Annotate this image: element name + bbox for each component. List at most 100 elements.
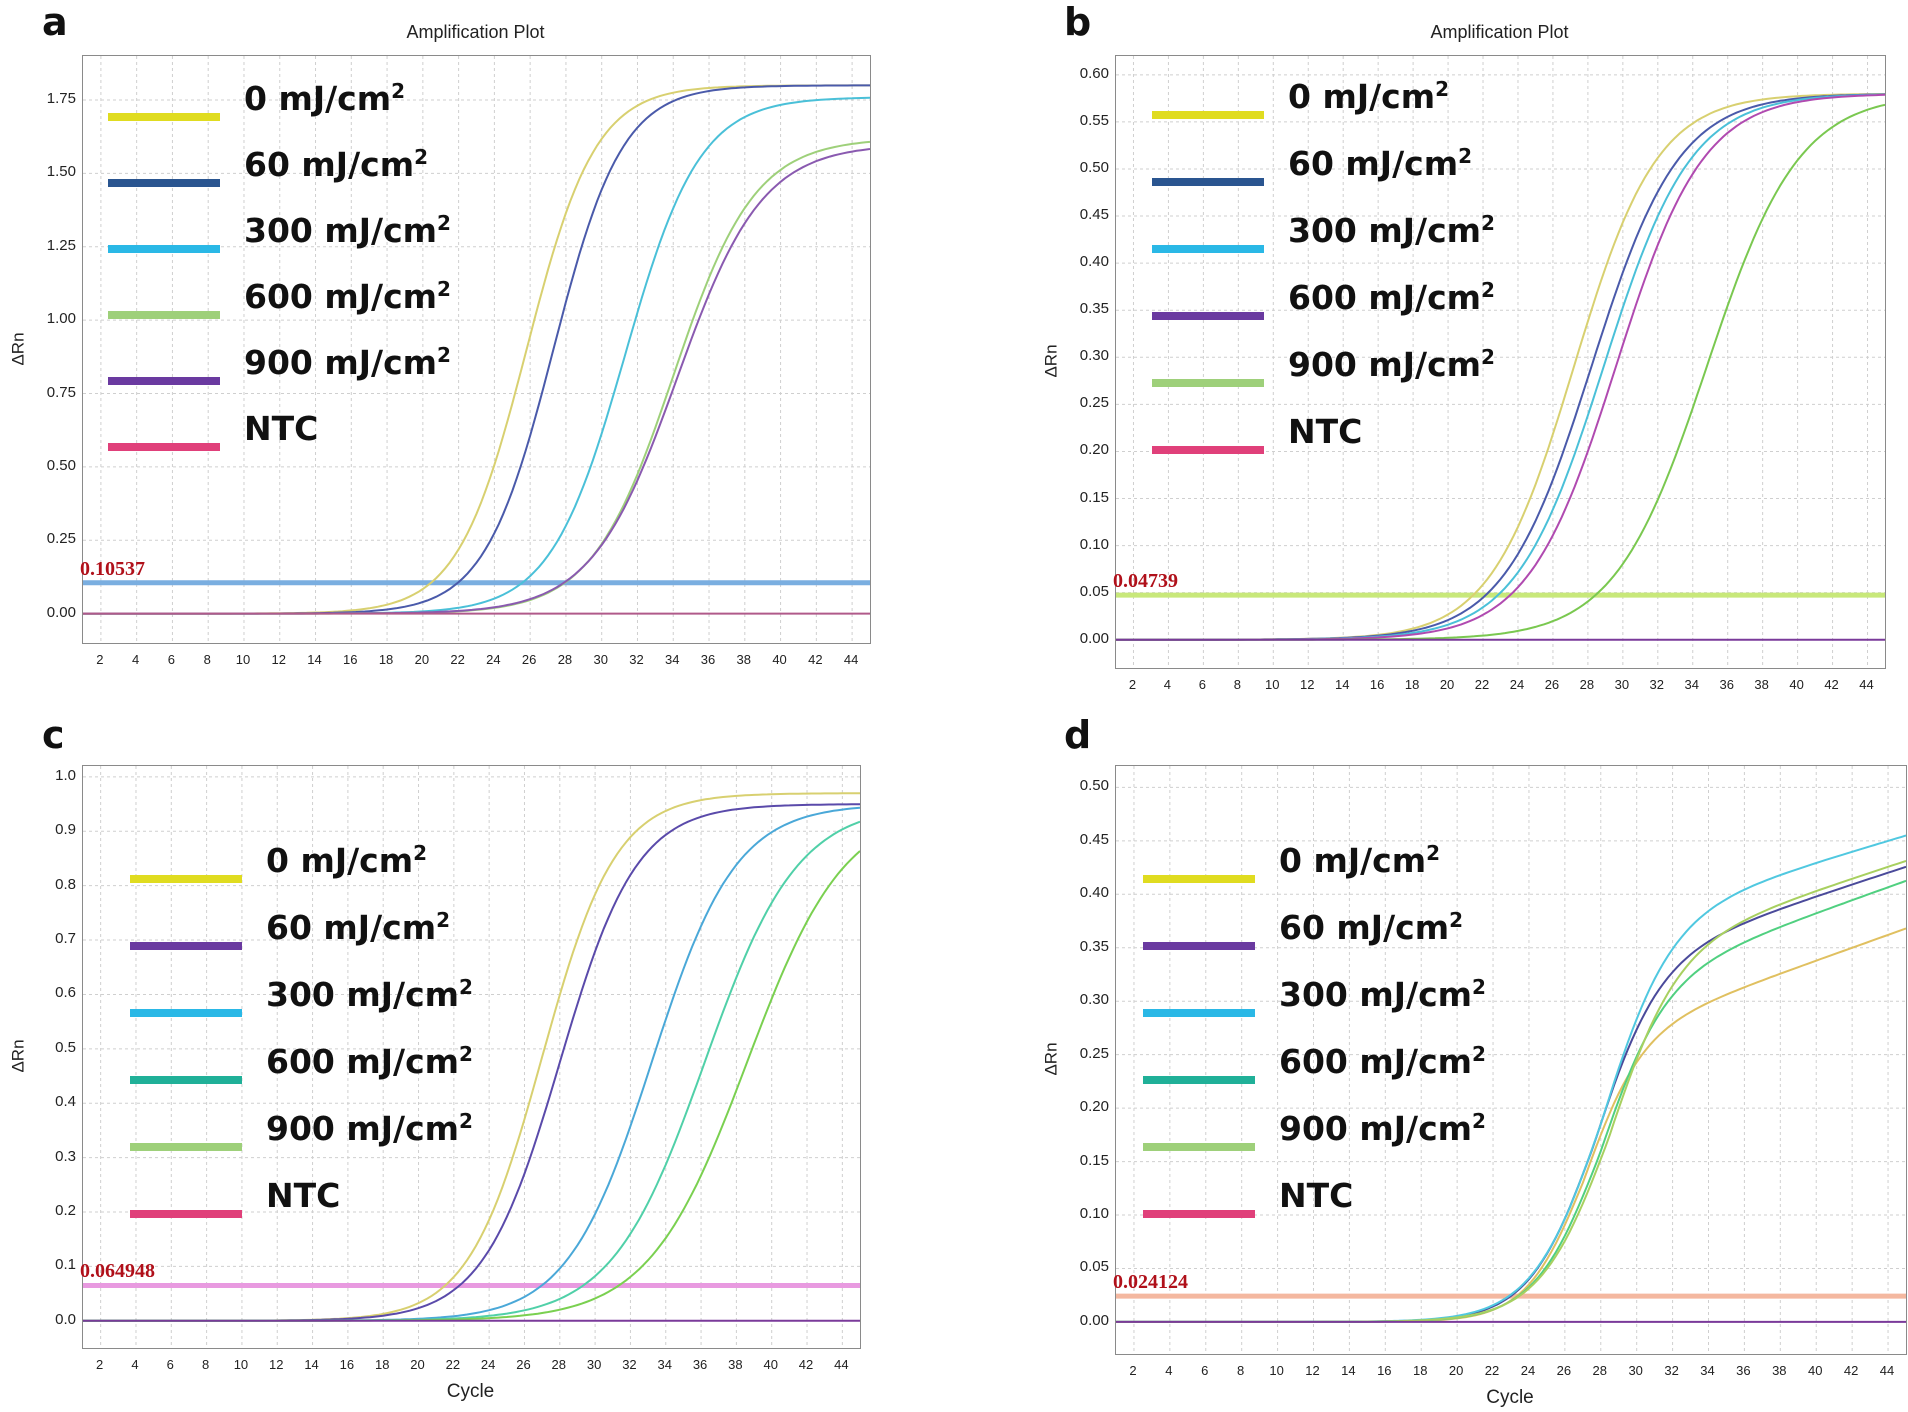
x-tick-label: 44 bbox=[1859, 677, 1874, 692]
legend-item: 900 mJ/cm2 bbox=[1152, 341, 1495, 387]
y-tick-label: 0.45 bbox=[1079, 830, 1109, 848]
x-tick-label: 10 bbox=[235, 652, 251, 667]
x-tick-label: 32 bbox=[1649, 677, 1665, 692]
x-tick-label: 24 bbox=[486, 652, 501, 667]
y-tick-label: 1.0 bbox=[55, 766, 76, 784]
y-tick-label: 1.00 bbox=[46, 310, 76, 328]
legend-label-sup: 2 bbox=[1472, 1108, 1486, 1133]
x-tick-label: 2 bbox=[1128, 677, 1137, 692]
x-tick-label: 2 bbox=[1129, 1363, 1137, 1378]
legend-swatch bbox=[108, 245, 220, 253]
legend-label-text: 300 mJ/cm bbox=[1279, 974, 1473, 1014]
y-tick-label: 0.00 bbox=[1079, 629, 1109, 647]
x-tick-label: 36 bbox=[1736, 1363, 1751, 1378]
legend-label: 600 mJ/cm2 bbox=[1288, 278, 1495, 317]
y-tick-label: 0.50 bbox=[1079, 777, 1109, 795]
x-tick-label: 32 bbox=[1664, 1363, 1679, 1378]
y-tick-label: 0.45 bbox=[1079, 206, 1109, 224]
x-tick-label: 40 bbox=[1789, 677, 1804, 692]
x-tick-label: 8 bbox=[201, 1357, 210, 1372]
legend-label-text: NTC bbox=[266, 1175, 341, 1215]
legend-item: 300 mJ/cm2 bbox=[130, 971, 473, 1017]
x-tick-label: 24 bbox=[1509, 677, 1525, 692]
legend-label-sup: 2 bbox=[437, 276, 451, 301]
legend-swatch bbox=[130, 1009, 242, 1017]
x-tick-label: 38 bbox=[1772, 1363, 1787, 1378]
y-tick-label: 0.50 bbox=[1079, 158, 1109, 176]
x-tick-label: 22 bbox=[1474, 677, 1490, 692]
y-tick-label: 0.35 bbox=[1079, 300, 1109, 318]
y-tick-label: 0.7 bbox=[55, 930, 76, 948]
legend-label-text: 900 mJ/cm bbox=[1279, 1108, 1473, 1148]
legend-label-text: 600 mJ/cm bbox=[1279, 1041, 1473, 1081]
x-tick-label: 32 bbox=[629, 652, 644, 667]
legend-label-text: 60 mJ/cm bbox=[1279, 907, 1450, 947]
x-tick-label: 30 bbox=[593, 652, 608, 667]
x-tick-label: 20 bbox=[410, 1357, 425, 1372]
legend-label: 60 mJ/cm2 bbox=[1288, 144, 1472, 183]
legend-item: 0 mJ/cm2 bbox=[1143, 837, 1440, 883]
x-tick-label: 18 bbox=[1404, 677, 1420, 692]
y-tick-label: 0.10 bbox=[1079, 535, 1109, 553]
legend-label-text: 300 mJ/cm bbox=[1288, 210, 1482, 250]
x-tick-label: 10 bbox=[1269, 1363, 1284, 1378]
x-tick-label: 36 bbox=[700, 652, 716, 667]
legend-label-sup: 2 bbox=[1481, 277, 1495, 302]
x-tick-label: 42 bbox=[808, 652, 823, 667]
legend-swatch bbox=[1152, 245, 1264, 253]
x-tick-label: 4 bbox=[132, 652, 140, 667]
threshold-label: 0.04739 bbox=[1113, 570, 1178, 593]
x-tick-label: 14 bbox=[304, 1357, 319, 1372]
legend-label: 300 mJ/cm2 bbox=[266, 975, 473, 1014]
y-tick-label: 0.25 bbox=[46, 530, 76, 548]
x-tick-label: 10 bbox=[233, 1357, 249, 1372]
x-tick-label: 14 bbox=[1341, 1363, 1356, 1378]
legend-label: 900 mJ/cm2 bbox=[244, 343, 451, 382]
x-tick-label: 44 bbox=[843, 652, 859, 667]
legend-label-text: 900 mJ/cm bbox=[244, 342, 438, 382]
legend-label: 300 mJ/cm2 bbox=[244, 211, 451, 250]
x-tick-label: 22 bbox=[450, 652, 465, 667]
threshold-label: 0.10537 bbox=[80, 557, 145, 580]
x-tick-label: 40 bbox=[772, 652, 787, 667]
x-tick-label: 16 bbox=[1377, 1363, 1392, 1378]
x-axis-label: Cycle bbox=[1486, 1387, 1534, 1408]
x-tick-label: 28 bbox=[557, 652, 573, 667]
legend-item: 300 mJ/cm2 bbox=[108, 207, 451, 253]
legend-label-text: 300 mJ/cm bbox=[244, 210, 438, 250]
legend-item: 600 mJ/cm2 bbox=[1143, 1038, 1486, 1084]
x-tick-label: 30 bbox=[1628, 1363, 1643, 1378]
x-tick-label: 36 bbox=[1719, 677, 1734, 692]
legend-label-text: 600 mJ/cm bbox=[266, 1041, 460, 1081]
legend-swatch bbox=[1143, 1210, 1255, 1218]
legend-label-sup: 2 bbox=[391, 78, 406, 103]
legend-label-text: 600 mJ/cm bbox=[1288, 277, 1482, 317]
legend-label: 600 mJ/cm2 bbox=[1279, 1042, 1486, 1081]
threshold-label: 0.024124 bbox=[1113, 1271, 1188, 1294]
y-tick-label: 0.6 bbox=[55, 984, 76, 1002]
legend-label: 0 mJ/cm2 bbox=[266, 841, 427, 880]
legend-item: NTC bbox=[1143, 1172, 1353, 1218]
legend-swatch bbox=[1152, 446, 1264, 454]
legend-item: NTC bbox=[1152, 408, 1362, 454]
panel-letter: d bbox=[1064, 713, 1092, 757]
y-tick-label: 0.30 bbox=[1079, 991, 1109, 1009]
legend-label: 900 mJ/cm2 bbox=[266, 1109, 473, 1148]
y-tick-label: 0.15 bbox=[1079, 488, 1109, 506]
legend-label-text: 300 mJ/cm bbox=[266, 974, 460, 1014]
x-tick-label: 12 bbox=[1305, 1363, 1320, 1378]
legend-label-text: 0 mJ/cm bbox=[1279, 840, 1427, 880]
legend-label: 900 mJ/cm2 bbox=[1288, 345, 1495, 384]
legend-label: 600 mJ/cm2 bbox=[244, 277, 451, 316]
plot-area bbox=[82, 55, 871, 644]
legend-label-text: 0 mJ/cm bbox=[244, 78, 392, 118]
legend-label-sup: 2 bbox=[437, 210, 451, 235]
y-tick-label: 0.30 bbox=[1079, 347, 1109, 365]
x-tick-label: 8 bbox=[1233, 677, 1241, 692]
legend-swatch bbox=[1152, 111, 1264, 119]
x-tick-label: 26 bbox=[516, 1357, 531, 1372]
x-tick-label: 34 bbox=[665, 652, 680, 667]
